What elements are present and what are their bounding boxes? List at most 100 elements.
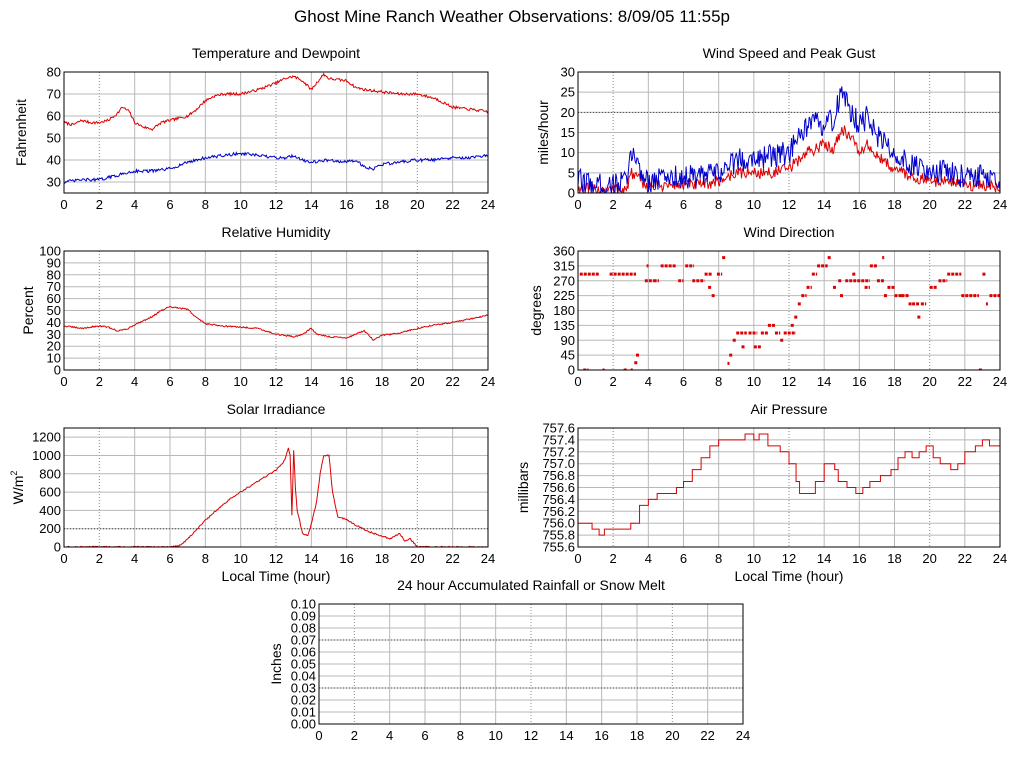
x-tick-label: 0 xyxy=(60,197,67,212)
x-tick-label: 4 xyxy=(645,374,652,389)
chart-solar: 0 2 4 6 8 10 12 14 16 18 20 22 240200400600800100012… xyxy=(9,401,495,584)
x-tick-label: 24 xyxy=(736,728,750,743)
x-tick-label: 12 xyxy=(269,197,283,212)
chart-title: Wind Speed and Peak Gust xyxy=(703,45,876,61)
x-tick-label: 16 xyxy=(339,197,353,212)
chart-wdir: 0 2 4 6 8 10 12 14 16 18 20 22 240459013518022527031… xyxy=(528,224,1007,389)
y-tick-label: 0 xyxy=(568,363,575,378)
x-tick-label: 16 xyxy=(339,551,353,566)
y-tick-label: 0.00 xyxy=(291,717,316,732)
y-tick-label: 400 xyxy=(39,503,61,518)
x-tick-label: 8 xyxy=(202,551,209,566)
x-tick-label: 8 xyxy=(202,374,209,389)
plot-frame xyxy=(577,71,1001,194)
y-tick-label: 0.02 xyxy=(291,693,316,708)
y-tick-label: 70 xyxy=(47,87,61,102)
y-tick-label: 755.6 xyxy=(542,540,575,555)
chart-temp: 0 2 4 6 8 10 12 14 16 18 20 22 24304050607080Tempera… xyxy=(13,45,495,212)
x-tick-label: 20 xyxy=(922,374,936,389)
x-tick-label: 2 xyxy=(610,197,617,212)
y-tick-label: 756.8 xyxy=(542,468,575,483)
x-tick-label: 10 xyxy=(233,197,247,212)
y-axis-label-superscript: 2 xyxy=(9,471,19,476)
x-tick-label: 12 xyxy=(269,551,283,566)
chart-rh: 0 2 4 6 8 10 12 14 16 18 20 22 240102030405060708090… xyxy=(20,224,495,389)
chart-rain: 0 2 4 6 8 10 12 14 16 18 20 22 240.000.010.020.030.0… xyxy=(268,577,750,743)
y-tick-label: 1000 xyxy=(32,448,61,463)
y-tick-label: 60 xyxy=(47,109,61,124)
y-tick-label: 30 xyxy=(47,175,61,190)
y-tick-label: 800 xyxy=(39,466,61,481)
y-tick-label: 90 xyxy=(47,255,61,270)
x-tick-label: 0 xyxy=(60,374,67,389)
x-tick-label: 4 xyxy=(645,551,652,566)
y-tick-label: 30 xyxy=(561,65,575,80)
y-tick-label: 360 xyxy=(553,244,575,259)
y-tick-label: 80 xyxy=(47,267,61,282)
y-axis-label: millibars xyxy=(515,462,531,513)
y-tick-label: 90 xyxy=(561,333,575,348)
x-tick-label: 10 xyxy=(233,551,247,566)
y-tick-label: 20 xyxy=(561,105,575,120)
data-layer xyxy=(64,305,488,342)
y-tick-label: 756.0 xyxy=(542,516,575,531)
y-tick-label: 40 xyxy=(47,315,61,330)
x-tick-label: 20 xyxy=(665,728,679,743)
data-layer xyxy=(578,86,1000,193)
x-tick-label: 8 xyxy=(715,374,722,389)
x-tick-label: 6 xyxy=(680,374,687,389)
x-tick-label: 14 xyxy=(817,551,831,566)
y-tick-label: 0.08 xyxy=(291,621,316,636)
x-tick-label: 18 xyxy=(375,374,389,389)
y-tick-label: 0 xyxy=(54,363,61,378)
x-tick-label: 12 xyxy=(269,374,283,389)
y-tick-label: 60 xyxy=(47,291,61,306)
series-line-1 xyxy=(64,305,488,342)
y-axis-label: Fahrenheit xyxy=(13,99,29,166)
x-tick-label: 24 xyxy=(993,197,1007,212)
x-tick-label: 16 xyxy=(852,374,866,389)
x-tick-label: 10 xyxy=(747,197,761,212)
x-tick-label: 22 xyxy=(445,551,459,566)
y-tick-label: 0 xyxy=(54,540,61,555)
plot-frame xyxy=(63,71,489,194)
y-tick-label: 0.05 xyxy=(291,657,316,672)
x-tick-label: 10 xyxy=(747,374,761,389)
y-tick-label: 757.2 xyxy=(542,444,575,459)
y-tick-label: 600 xyxy=(39,485,61,500)
y-tick-label: 180 xyxy=(553,303,575,318)
x-tick-label: 6 xyxy=(166,374,173,389)
y-tick-label: 315 xyxy=(553,258,575,273)
x-tick-label: 22 xyxy=(700,728,714,743)
x-tick-label: 10 xyxy=(488,728,502,743)
x-tick-label: 4 xyxy=(645,197,652,212)
y-tick-label: 15 xyxy=(561,125,575,140)
plot-frame xyxy=(63,427,489,548)
chart-title: Relative Humidity xyxy=(222,224,331,240)
x-tick-label: 4 xyxy=(131,374,138,389)
x-tick-label: 20 xyxy=(410,374,424,389)
x-tick-label: 2 xyxy=(610,374,617,389)
x-tick-label: 6 xyxy=(421,728,428,743)
x-tick-label: 24 xyxy=(481,374,495,389)
chart-title: Air Pressure xyxy=(750,401,827,417)
series-line-1 xyxy=(578,433,1000,536)
x-tick-label: 18 xyxy=(887,374,901,389)
page-title: Ghost Mine Ranch Weather Observations: 8… xyxy=(294,7,730,26)
x-tick-label: 2 xyxy=(96,197,103,212)
x-tick-label: 6 xyxy=(680,551,687,566)
y-tick-label: 0.01 xyxy=(291,705,316,720)
y-tick-label: 80 xyxy=(47,65,61,80)
x-tick-label: 2 xyxy=(351,728,358,743)
y-tick-label: 70 xyxy=(47,279,61,294)
y-tick-label: 755.8 xyxy=(542,528,575,543)
plot-frame xyxy=(63,250,489,371)
chart-title: 24 hour Accumulated Rainfall or Snow Mel… xyxy=(397,577,665,593)
y-tick-label: 757.0 xyxy=(542,456,575,471)
y-tick-label: 5 xyxy=(568,165,575,180)
x-tick-label: 10 xyxy=(233,374,247,389)
y-tick-label: 100 xyxy=(39,244,61,259)
x-tick-label: 12 xyxy=(524,728,538,743)
y-tick-label: 10 xyxy=(47,351,61,366)
